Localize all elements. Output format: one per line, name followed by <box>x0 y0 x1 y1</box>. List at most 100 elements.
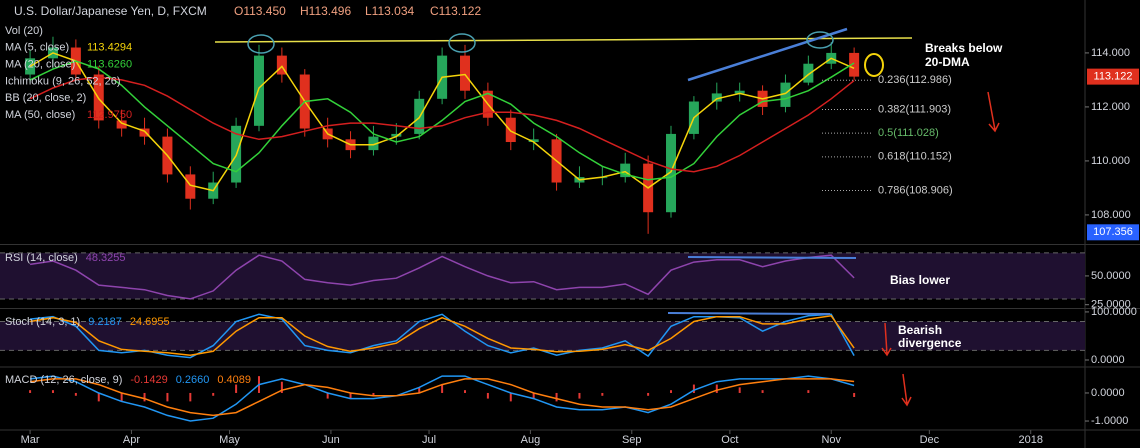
histogram-bar <box>74 392 77 396</box>
histogram-bar <box>532 392 535 399</box>
fib-label: 0.786(108.906) <box>878 184 953 196</box>
y-tick-label: 100.0000 <box>1091 306 1137 318</box>
legend-entry: MACD (12, 26, close, 9) <box>5 374 122 386</box>
rsi-top-line <box>687 256 857 259</box>
histogram-bar <box>509 392 512 402</box>
arrow <box>881 322 892 357</box>
legend-value: 0.2660 <box>176 374 210 386</box>
candle-body <box>620 163 631 178</box>
series-line <box>30 375 855 422</box>
x-tick-label: Sep <box>622 434 642 446</box>
histogram-bar <box>441 384 444 393</box>
price-label-box <box>1087 68 1139 85</box>
candle-body <box>391 133 402 137</box>
histogram-bar <box>51 390 54 393</box>
histogram-bar <box>235 384 238 393</box>
plot: Mar Apr May Jun Jul Aug Sep Oct Nov Dec 2018 114.00… <box>0 25 1139 446</box>
y-tick-label: 50.0000 <box>1091 270 1131 282</box>
y-tick-label: 114.000 <box>1091 47 1130 59</box>
histogram-bar <box>212 392 215 396</box>
ohlc-open: O113.450 <box>234 4 286 18</box>
annotation: 20-DMA <box>925 55 970 69</box>
candle-body <box>460 55 470 91</box>
ohlc-close: C113.122 <box>430 4 481 18</box>
candle-body <box>25 58 36 75</box>
candle-body <box>276 55 287 75</box>
histogram-bar <box>372 392 375 396</box>
fib-label: 0.618(110.152) <box>878 151 952 163</box>
price-label: 113.122 <box>1094 71 1133 83</box>
chart-title: U.S. Dollar/Japanese Yen, D, FXCM <box>14 4 207 18</box>
peak-circle <box>806 31 834 49</box>
legend-entry: Stoch (14, 3, 1) <box>5 316 80 328</box>
series-line <box>29 314 855 356</box>
legend-value: 113.4294 <box>87 42 132 54</box>
x-tick-label: Apr <box>123 434 140 446</box>
x-tick-label: Dec <box>920 434 940 446</box>
histogram-bar <box>601 392 604 396</box>
fib-label: 0.5(111.028) <box>878 127 939 139</box>
x-tick-label: Aug <box>521 434 541 446</box>
series-line <box>29 76 855 173</box>
histogram-bar <box>29 390 32 393</box>
histogram-bar <box>486 392 489 399</box>
histogram-bar <box>715 384 718 393</box>
histogram-bar <box>166 392 169 402</box>
histogram-bar <box>120 392 123 402</box>
candle-body <box>253 55 264 126</box>
histogram-bar <box>555 392 558 402</box>
legend-value: 9.2187 <box>88 316 122 328</box>
x-tick-label: Oct <box>721 434 738 446</box>
x-tick-label: Jun <box>322 434 340 446</box>
histogram-bar <box>280 381 283 393</box>
annotation: Breaks below <box>925 41 1003 55</box>
arrow <box>987 91 1000 133</box>
histogram-bar <box>692 384 695 393</box>
candle-body <box>139 128 150 137</box>
y-tick-label: 112.000 <box>1091 101 1130 113</box>
legend-entry: BB (20, close, 2) <box>5 92 86 104</box>
band-fill <box>0 321 1085 351</box>
resistance-line <box>214 37 913 43</box>
candle-body <box>116 120 127 129</box>
legend-entry: MA (50, close) <box>5 109 75 121</box>
fib-label: 0.382(111.903) <box>878 103 951 115</box>
x-tick-label: Nov <box>821 434 841 446</box>
histogram-bar <box>670 390 673 393</box>
histogram-bar <box>578 392 581 399</box>
stoch-top-line <box>667 312 831 315</box>
histogram-bar <box>189 392 192 402</box>
y-tick-label: 110.000 <box>1091 155 1130 167</box>
series-line <box>29 52 855 192</box>
peak-circle <box>247 34 275 54</box>
candle-body <box>803 63 814 83</box>
legend-value: -0.1429 <box>130 374 167 386</box>
fib-label: 0.236(112.986) <box>878 74 952 86</box>
histogram-bar <box>853 392 856 397</box>
arrow <box>901 373 912 407</box>
candle-body <box>780 82 791 107</box>
candle-body <box>711 93 722 102</box>
band-fill <box>0 252 1085 299</box>
y-tick-label: 108.000 <box>1091 209 1131 221</box>
legend-value: 113.6260 <box>87 59 132 71</box>
legend-value: 24.6955 <box>130 316 170 328</box>
annotation: divergence <box>898 336 962 350</box>
y-tick-label: 0.0000 <box>1091 354 1125 366</box>
histogram-bar <box>647 392 650 396</box>
ohlc-high: H113.496 <box>300 4 351 18</box>
histogram-bar <box>464 390 466 393</box>
legend-entry: Ichimoku (9, 26, 52, 26) <box>5 75 121 87</box>
y-tick-label: 0.0000 <box>1091 387 1125 399</box>
x-tick-label: Jul <box>422 434 436 446</box>
break-circle <box>864 53 884 77</box>
annotation: Bias lower <box>890 273 950 287</box>
histogram-bar <box>738 387 741 393</box>
y-tick-label: -1.0000 <box>1091 415 1128 427</box>
series-line <box>29 254 855 300</box>
ohlc-low: L113.034 <box>365 4 414 18</box>
histogram-bar <box>807 390 810 393</box>
legend-value: 48.3255 <box>86 252 126 264</box>
histogram-bar <box>97 392 100 402</box>
